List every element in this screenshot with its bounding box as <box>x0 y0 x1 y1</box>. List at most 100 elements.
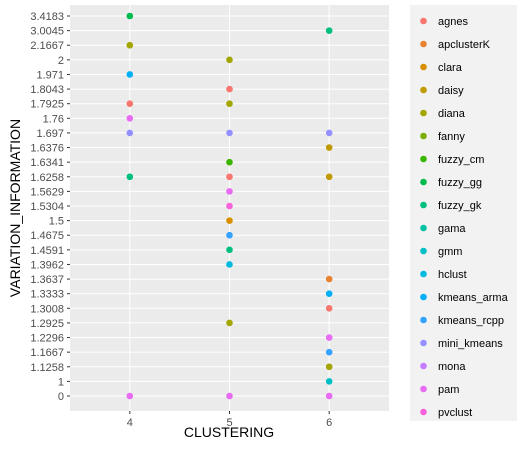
y-tick-label: 1.971 <box>36 69 64 81</box>
legend-label: gama <box>438 223 466 235</box>
legend-swatch <box>420 87 427 94</box>
legend-swatch <box>420 202 427 209</box>
x-axis-label: CLUSTERING <box>184 424 274 440</box>
y-tick-label: 1.1258 <box>30 362 64 374</box>
legend-swatch <box>420 133 427 140</box>
y-tick-label: 1.2925 <box>30 318 64 330</box>
y-tick-label: 1.697 <box>36 128 64 140</box>
data-point <box>326 290 333 297</box>
data-point <box>326 334 333 341</box>
x-tick-label: 6 <box>326 417 332 429</box>
y-tick-label: 1.76 <box>43 113 64 125</box>
y-tick-label: 2.1667 <box>30 40 64 52</box>
data-point <box>226 393 233 400</box>
legend-swatch <box>420 271 427 278</box>
legend-swatch <box>420 64 427 71</box>
y-tick-label: 3.0045 <box>30 26 64 38</box>
y-tick-label: 1.3333 <box>30 289 64 301</box>
data-point <box>226 159 233 166</box>
data-point <box>326 276 333 283</box>
data-point <box>226 100 233 107</box>
legend-label: daisy <box>438 85 464 97</box>
data-point <box>226 247 233 254</box>
data-point <box>326 378 333 385</box>
data-point <box>127 115 134 122</box>
data-point <box>226 203 233 210</box>
legend-label: kmeans_rcpp <box>438 315 504 327</box>
legend-label: gmm <box>438 246 462 258</box>
data-point <box>127 100 134 107</box>
legend-label: mona <box>438 361 466 373</box>
y-tick-label: 1.3637 <box>30 274 64 286</box>
y-axis-label: VARIATION_INFORMATION <box>7 119 23 297</box>
y-tick-label: 1.5 <box>49 216 64 228</box>
y-tick-label: 1.5304 <box>30 201 64 213</box>
data-point <box>226 232 233 239</box>
data-point <box>226 57 233 64</box>
y-tick-label: 1.8043 <box>30 84 64 96</box>
legend-label: kmeans_arma <box>438 292 509 304</box>
y-tick-label: 1.6376 <box>30 143 64 155</box>
data-point <box>127 393 134 400</box>
y-tick-label: 1.1667 <box>30 347 64 359</box>
legend-label: pam <box>438 384 459 396</box>
y-axis-ticks: 0 1 1.1258 1.1667 1.2296 1.2925 1.3008 1.3333 1.… <box>30 11 70 403</box>
legend-swatch <box>420 225 427 232</box>
y-tick-label: 1.2296 <box>30 333 64 345</box>
legend-label: apclusterK <box>438 39 491 51</box>
data-point <box>127 13 134 20</box>
data-point <box>326 27 333 34</box>
legend-swatch <box>420 386 427 393</box>
y-tick-label: 0 <box>58 391 64 403</box>
data-point <box>326 393 333 400</box>
y-tick-label: 1.6258 <box>30 172 64 184</box>
data-point <box>226 86 233 93</box>
y-tick-label: 3.4183 <box>30 11 64 23</box>
data-point <box>127 130 134 137</box>
y-tick-label: 1 <box>58 376 64 388</box>
legend-swatch <box>420 317 427 324</box>
y-tick-label: 1.3962 <box>30 259 64 271</box>
legend-label: diana <box>438 108 466 120</box>
y-tick-label: 1.6341 <box>30 157 64 169</box>
legend-label: clara <box>438 62 463 74</box>
data-point <box>226 261 233 268</box>
data-point <box>226 130 233 137</box>
data-point <box>127 173 134 180</box>
y-tick-label: 1.3008 <box>30 303 64 315</box>
y-tick-label: 2 <box>58 55 64 67</box>
data-point <box>226 320 233 327</box>
data-point <box>326 130 333 137</box>
data-point <box>326 173 333 180</box>
data-point <box>326 305 333 312</box>
y-tick-label: 1.7925 <box>30 99 64 111</box>
y-tick-label: 1.5629 <box>30 186 64 198</box>
legend-label: mini_kmeans <box>438 338 503 350</box>
data-point <box>326 363 333 370</box>
legend-label: hclust <box>438 269 467 281</box>
y-tick-label: 1.4675 <box>30 230 64 242</box>
y-tick-label: 1.4591 <box>30 245 64 257</box>
legend-label: fuzzy_gk <box>438 200 482 212</box>
legend-swatch <box>420 248 427 255</box>
data-point <box>226 173 233 180</box>
data-point <box>326 349 333 356</box>
data-point <box>127 42 134 49</box>
data-point <box>127 71 134 78</box>
data-point <box>226 188 233 195</box>
legend-swatch <box>420 294 427 301</box>
legend-label: fuzzy_gg <box>438 177 482 189</box>
legend: agnes apclusterK clara daisy diana fanny fuzzy… <box>410 5 517 421</box>
legend-swatch <box>420 41 427 48</box>
legend-swatch <box>420 340 427 347</box>
legend-label: fuzzy_cm <box>438 154 484 166</box>
legend-swatch <box>420 110 427 117</box>
x-tick-label: 4 <box>127 417 133 429</box>
legend-swatch <box>420 179 427 186</box>
legend-label: pvclust <box>438 407 472 419</box>
legend-swatch <box>420 409 427 416</box>
data-point <box>226 217 233 224</box>
legend-swatch <box>420 156 427 163</box>
